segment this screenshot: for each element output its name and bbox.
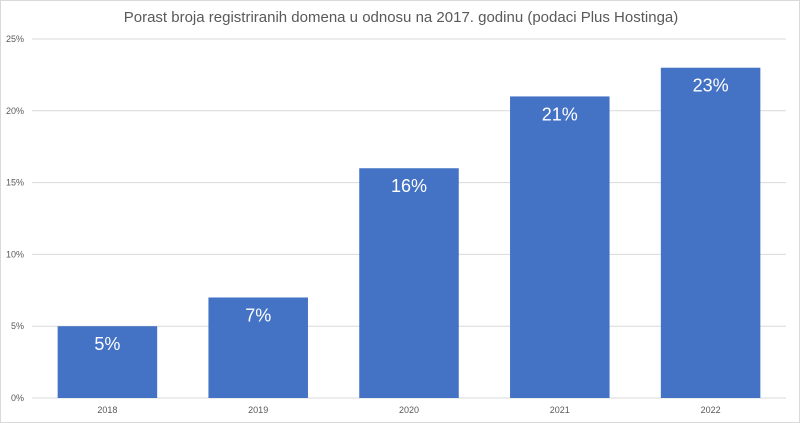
data-label: 23%: [693, 76, 729, 96]
x-tick-label: 2021: [550, 405, 570, 415]
x-tick-label: 2022: [701, 405, 721, 415]
x-tick-label: 2018: [97, 405, 117, 415]
data-label: 21%: [542, 104, 578, 124]
x-tick-label: 2019: [248, 405, 268, 415]
y-tick-label: 5%: [11, 321, 24, 331]
bar: [510, 96, 610, 398]
y-tick-label: 20%: [6, 106, 24, 116]
data-label: 7%: [245, 305, 271, 325]
bar: [660, 67, 761, 398]
y-tick-label: 15%: [6, 178, 24, 188]
y-tick-label: 25%: [6, 34, 24, 44]
y-tick-label: 10%: [6, 249, 24, 259]
data-label: 5%: [94, 334, 120, 354]
x-tick-label: 2020: [399, 405, 419, 415]
chart-title: Porast broja registriranih domena u odno…: [123, 9, 679, 26]
data-label: 16%: [391, 176, 427, 196]
bar: [208, 297, 308, 398]
bar: [359, 168, 459, 398]
bar: [57, 326, 158, 398]
y-tick-label: 0%: [11, 393, 24, 403]
